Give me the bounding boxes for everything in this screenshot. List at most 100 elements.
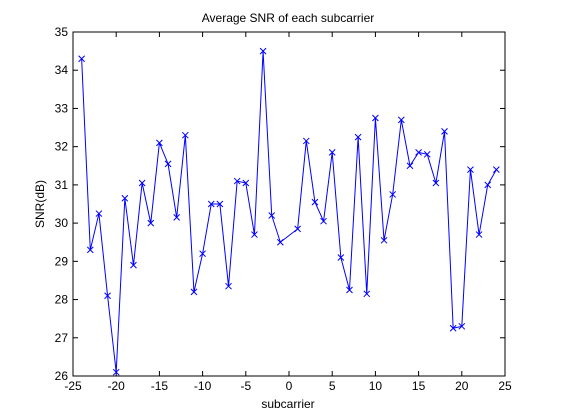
y-tick-label: 31 bbox=[55, 178, 69, 192]
marker-stroke bbox=[346, 286, 353, 294]
y-tick-label: 33 bbox=[55, 101, 69, 115]
y-tick-label: 26 bbox=[55, 369, 69, 383]
data-point-marker bbox=[441, 128, 448, 135]
data-point-marker bbox=[337, 254, 345, 261]
data-point-marker bbox=[302, 137, 310, 145]
data-point-marker bbox=[181, 131, 189, 139]
data-point-marker bbox=[147, 219, 155, 227]
data-point-marker bbox=[277, 238, 284, 246]
marker-stroke bbox=[328, 149, 336, 156]
marker-stroke bbox=[354, 133, 362, 141]
x-tick-label: 20 bbox=[455, 379, 469, 393]
marker-stroke bbox=[216, 200, 224, 208]
x-tick-label: 25 bbox=[498, 379, 512, 393]
series-layer bbox=[78, 47, 500, 376]
data-point-marker bbox=[225, 282, 232, 290]
data-point-marker bbox=[406, 162, 414, 170]
marker-stroke bbox=[406, 162, 414, 170]
x-tick-label: -25 bbox=[64, 379, 82, 393]
data-point-marker bbox=[86, 246, 94, 254]
x-tick-label: 0 bbox=[286, 379, 293, 393]
marker-stroke bbox=[78, 55, 85, 63]
marker-stroke bbox=[173, 214, 181, 221]
y-tick-label: 34 bbox=[55, 63, 69, 77]
data-point-marker bbox=[112, 368, 120, 376]
marker-stroke bbox=[363, 290, 371, 298]
data-point-marker bbox=[346, 286, 353, 294]
data-point-marker bbox=[328, 149, 336, 156]
data-point-marker bbox=[130, 261, 137, 269]
x-tick-label: -5 bbox=[240, 379, 251, 393]
y-tick-label: 28 bbox=[55, 293, 69, 307]
data-point-marker bbox=[156, 139, 163, 147]
marker-stroke bbox=[112, 368, 120, 376]
data-point-marker bbox=[95, 210, 103, 217]
y-tick-label: 29 bbox=[55, 254, 69, 268]
data-point-marker bbox=[320, 217, 327, 225]
data-point-marker bbox=[311, 198, 319, 206]
marker-stroke bbox=[190, 288, 198, 296]
marker-stroke bbox=[311, 198, 319, 206]
marker-stroke bbox=[302, 137, 310, 145]
marker-stroke bbox=[251, 231, 258, 238]
data-point-marker bbox=[423, 150, 431, 158]
marker-stroke bbox=[337, 254, 345, 261]
data-point-marker bbox=[415, 149, 422, 156]
y-tick-label: 27 bbox=[55, 331, 69, 345]
marker-stroke bbox=[277, 238, 284, 246]
data-point-marker bbox=[397, 116, 405, 124]
marker-stroke bbox=[449, 324, 457, 332]
x-tick-label: 10 bbox=[369, 379, 383, 393]
marker-stroke bbox=[104, 292, 111, 300]
data-point-marker bbox=[354, 133, 362, 141]
chart-title: Average SNR of each subcarrier bbox=[202, 11, 375, 25]
data-point-marker bbox=[138, 179, 146, 187]
marker-stroke bbox=[233, 177, 241, 185]
marker-stroke bbox=[320, 217, 327, 225]
marker-stroke bbox=[415, 149, 422, 156]
marker-stroke bbox=[268, 212, 276, 219]
data-point-marker bbox=[104, 292, 111, 300]
data-point-marker bbox=[294, 225, 301, 233]
data-point-marker bbox=[242, 179, 250, 187]
marker-stroke bbox=[458, 322, 466, 330]
marker-stroke bbox=[207, 200, 215, 208]
marker-stroke bbox=[259, 47, 267, 55]
marker-stroke bbox=[95, 210, 103, 217]
marker-stroke bbox=[467, 166, 474, 173]
data-point-marker bbox=[475, 231, 483, 238]
data-point-marker bbox=[363, 290, 371, 298]
marker-stroke bbox=[389, 191, 397, 198]
data-point-marker bbox=[207, 200, 215, 208]
marker-stroke bbox=[475, 231, 483, 238]
data-point-marker bbox=[251, 231, 258, 238]
marker-stroke bbox=[147, 219, 155, 227]
data-point-marker bbox=[389, 191, 397, 198]
data-point-marker bbox=[259, 47, 267, 55]
marker-stroke bbox=[164, 160, 172, 168]
data-point-marker bbox=[467, 166, 474, 173]
marker-stroke bbox=[493, 166, 500, 173]
marker-stroke bbox=[199, 250, 206, 258]
x-tick-label: 5 bbox=[329, 379, 336, 393]
data-point-marker bbox=[164, 160, 172, 168]
y-tick-label: 30 bbox=[55, 216, 69, 230]
data-point-marker bbox=[380, 236, 388, 244]
data-point-marker bbox=[458, 322, 466, 330]
marker-stroke bbox=[397, 116, 405, 124]
marker-stroke bbox=[441, 128, 448, 135]
marker-stroke bbox=[156, 139, 163, 147]
y-tick-label: 32 bbox=[55, 140, 69, 154]
marker-stroke bbox=[294, 225, 301, 233]
x-axis-label: subcarrier bbox=[261, 397, 314, 411]
axis-ticks: -25 -20 -15 -10 -5 0 5 10 15 20 25 26 27 28 29 30 31 32 33… bbox=[55, 25, 512, 393]
marker-stroke bbox=[242, 179, 250, 187]
data-point-marker bbox=[190, 288, 198, 296]
plot-frame bbox=[72, 31, 506, 377]
x-tick-label: -15 bbox=[151, 379, 169, 393]
data-point-marker bbox=[493, 166, 500, 173]
data-point-marker bbox=[78, 55, 85, 63]
data-point-marker bbox=[449, 324, 457, 332]
marker-stroke bbox=[423, 150, 431, 158]
